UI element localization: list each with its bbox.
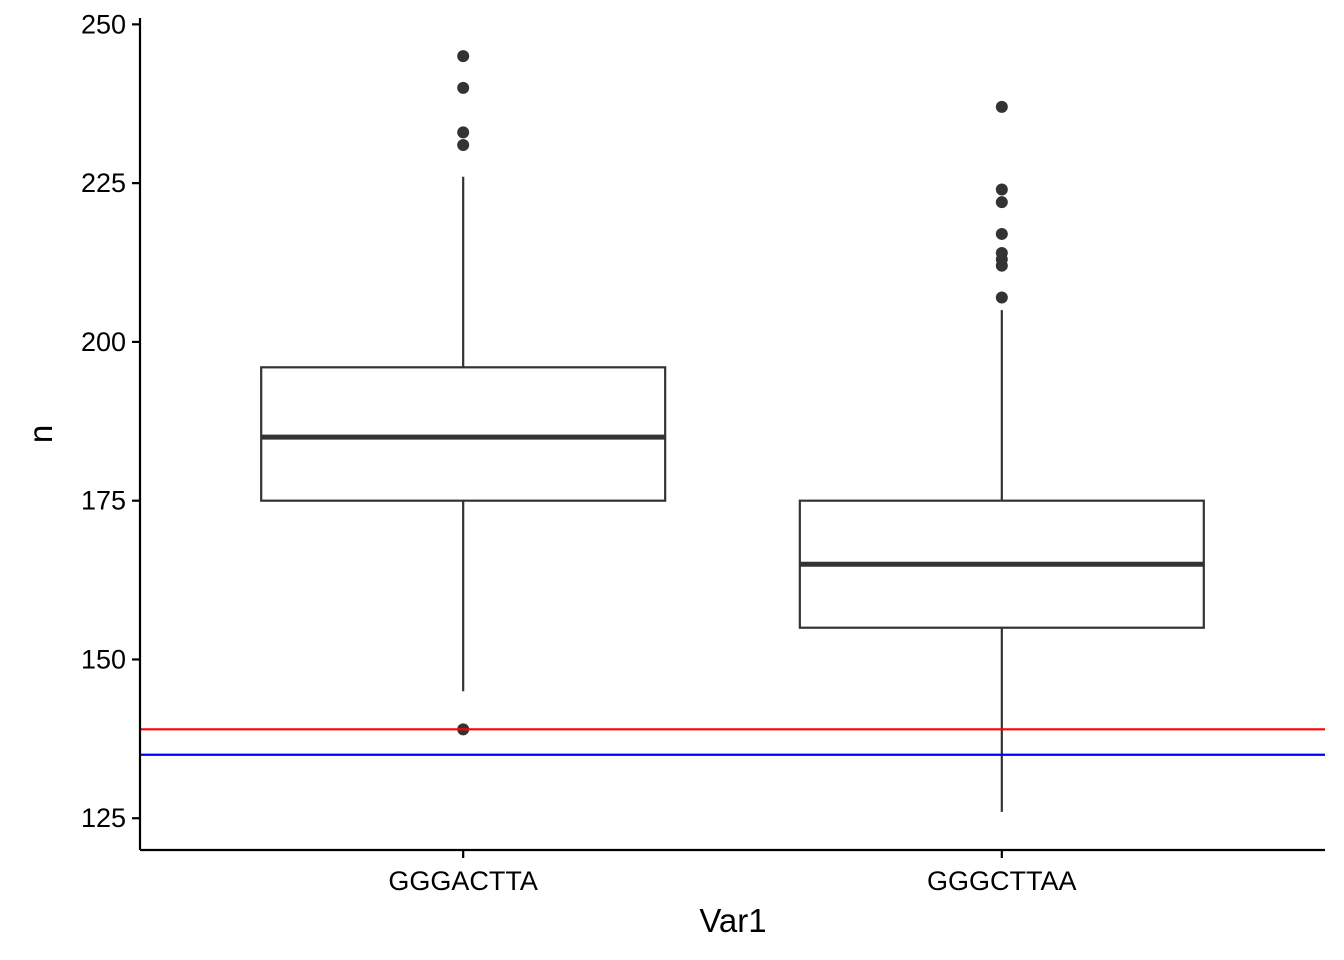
y-tick-label: 125 bbox=[81, 803, 126, 833]
outlier-point bbox=[995, 100, 1008, 113]
x-axis-title: Var1 bbox=[699, 902, 766, 939]
plot-area bbox=[140, 50, 1325, 812]
y-tick-label: 250 bbox=[81, 9, 126, 39]
x-tick-label: GGGACTTA bbox=[388, 866, 538, 896]
y-tick-label: 225 bbox=[81, 168, 126, 198]
box-GGGCTTAA bbox=[798, 100, 1205, 812]
iqr-box bbox=[260, 366, 667, 502]
outlier-point bbox=[457, 81, 470, 94]
x-tick-label: GGGCTTAA bbox=[927, 866, 1077, 896]
outlier-point bbox=[457, 139, 470, 152]
outlier-point bbox=[995, 246, 1008, 259]
outlier-point bbox=[995, 291, 1008, 304]
outlier-point bbox=[995, 227, 1008, 240]
axes: 125 150 175 200 225 250 GGGACTTA GGGCTTAA bbox=[81, 9, 1325, 896]
y-tick-label: 175 bbox=[81, 486, 126, 516]
outlier-point bbox=[457, 126, 470, 139]
outlier-point bbox=[995, 183, 1008, 196]
y-tick-label: 150 bbox=[81, 644, 126, 674]
box-GGGACTTA bbox=[260, 50, 667, 736]
outlier-point bbox=[995, 196, 1008, 209]
outlier-point bbox=[457, 50, 470, 63]
y-axis-title: n bbox=[22, 425, 59, 443]
y-tick-label: 200 bbox=[81, 327, 126, 357]
